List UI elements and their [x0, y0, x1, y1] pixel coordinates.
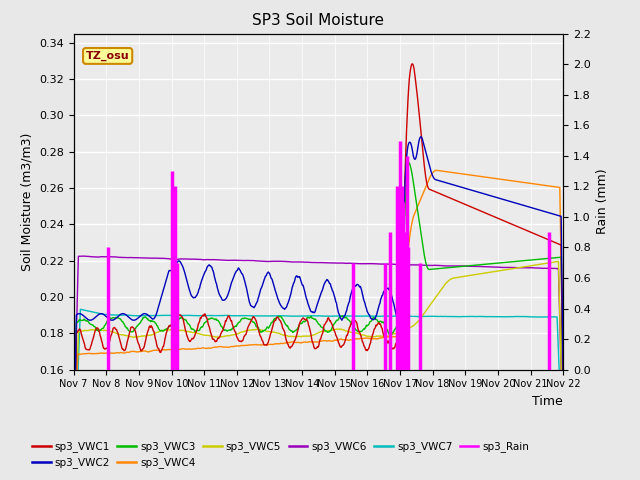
Legend: sp3_VWC1, sp3_VWC2, sp3_VWC3, sp3_VWC4, sp3_VWC5, sp3_VWC6, sp3_VWC7, sp3_Rain: sp3_VWC1, sp3_VWC2, sp3_VWC3, sp3_VWC4, … [28, 437, 534, 472]
Y-axis label: Soil Moisture (m3/m3): Soil Moisture (m3/m3) [20, 132, 33, 271]
Y-axis label: Rain (mm): Rain (mm) [596, 169, 609, 234]
X-axis label: Time: Time [532, 395, 563, 408]
Title: SP3 Soil Moisture: SP3 Soil Moisture [252, 13, 385, 28]
Text: TZ_osu: TZ_osu [86, 51, 129, 61]
